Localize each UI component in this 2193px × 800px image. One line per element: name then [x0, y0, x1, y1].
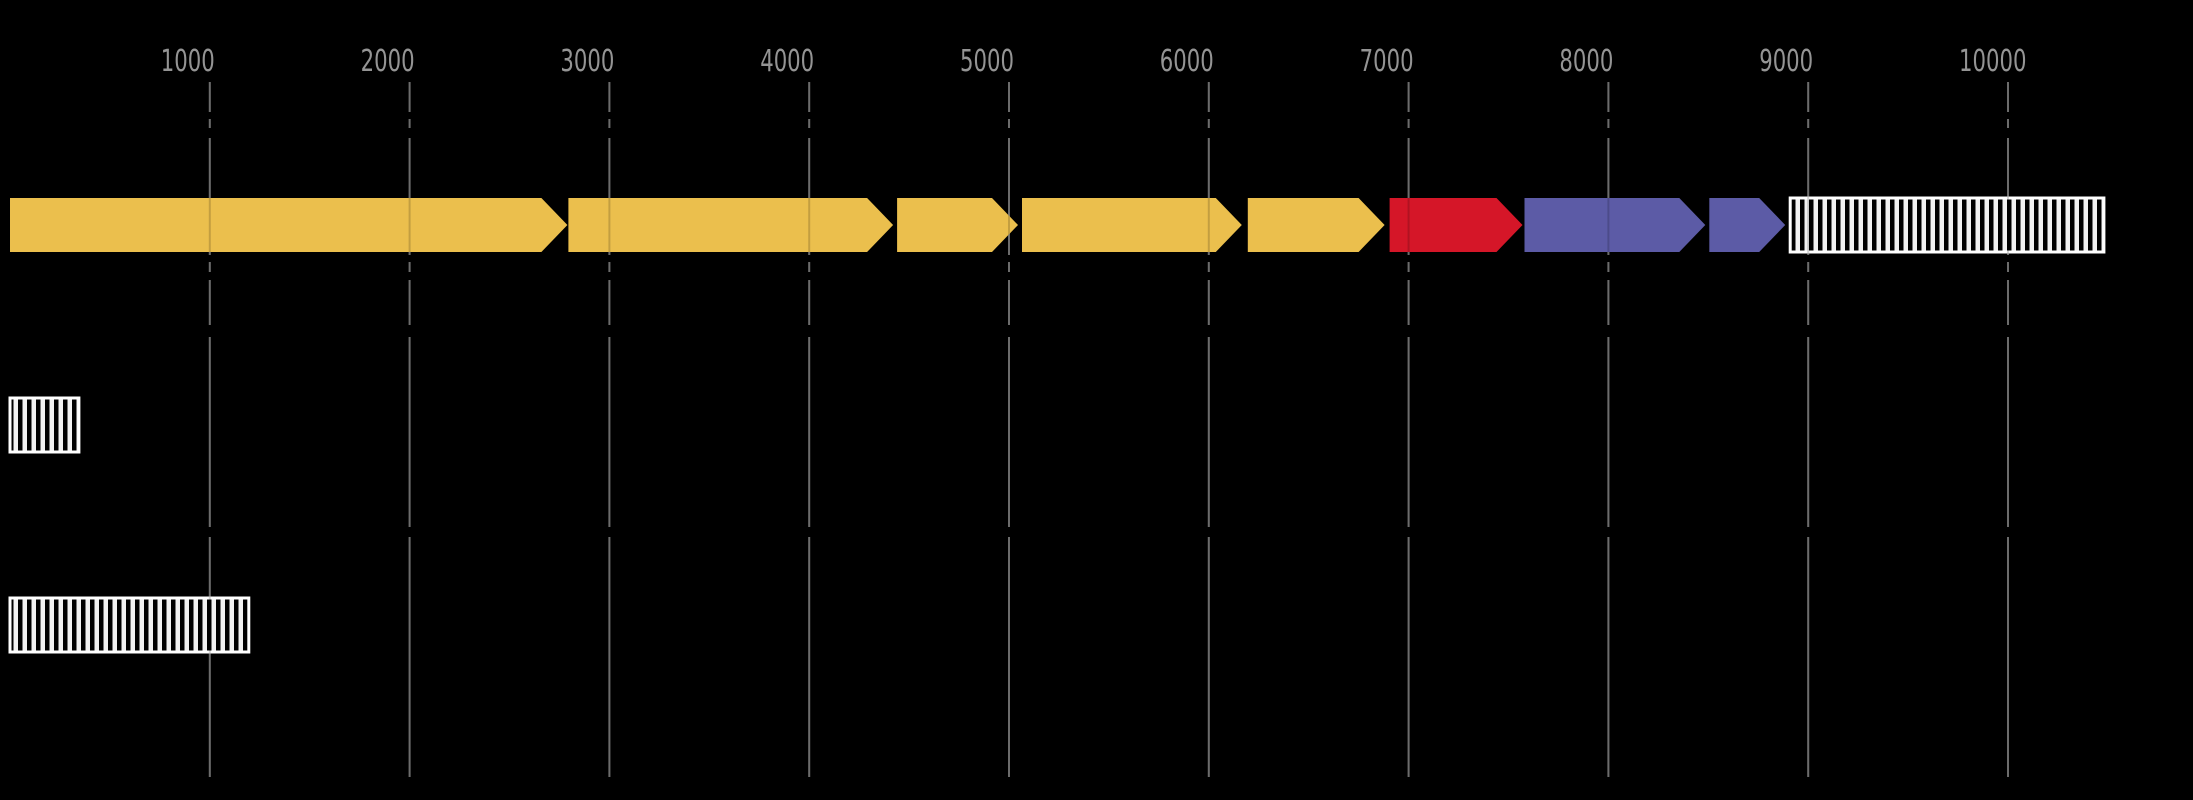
axis-tick-label: 6000 [1160, 44, 1214, 79]
axis-tick-label: 7000 [1360, 44, 1414, 79]
gene-arrow-red [1389, 198, 1523, 252]
gene-arrow-yellow [897, 198, 1018, 252]
hatched-gene-box [8, 396, 81, 454]
hatched-gene-box [1788, 196, 2106, 254]
gene-arrow-yellow [1247, 198, 1385, 252]
gridlines-layer [208, 82, 2009, 777]
axis-tick-labels-layer: 1000 2000 3000 4000 5000 6000 7000 8000 9000 1000… [161, 44, 2027, 79]
axis-tick-label: 9000 [1759, 44, 1813, 79]
axis-tick-label: 8000 [1559, 44, 1613, 79]
axis-tick-label: 5000 [960, 44, 1014, 79]
gene-arrow-purple [1709, 198, 1786, 252]
axis-tick-label: 10000 [1959, 44, 2027, 79]
hatched-gene-box [8, 596, 251, 654]
axis-tick-label: 3000 [560, 44, 614, 79]
gene-arrow-purple [1524, 198, 1706, 252]
gridline-overlay-layer [208, 82, 2009, 777]
gene-features-layer [8, 196, 2106, 654]
gene-arrow-yellow [568, 198, 894, 252]
axis-tick-label: 2000 [361, 44, 415, 79]
axis-tick-label: 4000 [760, 44, 814, 79]
gene-arrow-yellow [10, 198, 568, 252]
gene-arrow-yellow [1022, 198, 1242, 252]
axis-tick-label: 1000 [161, 44, 215, 79]
